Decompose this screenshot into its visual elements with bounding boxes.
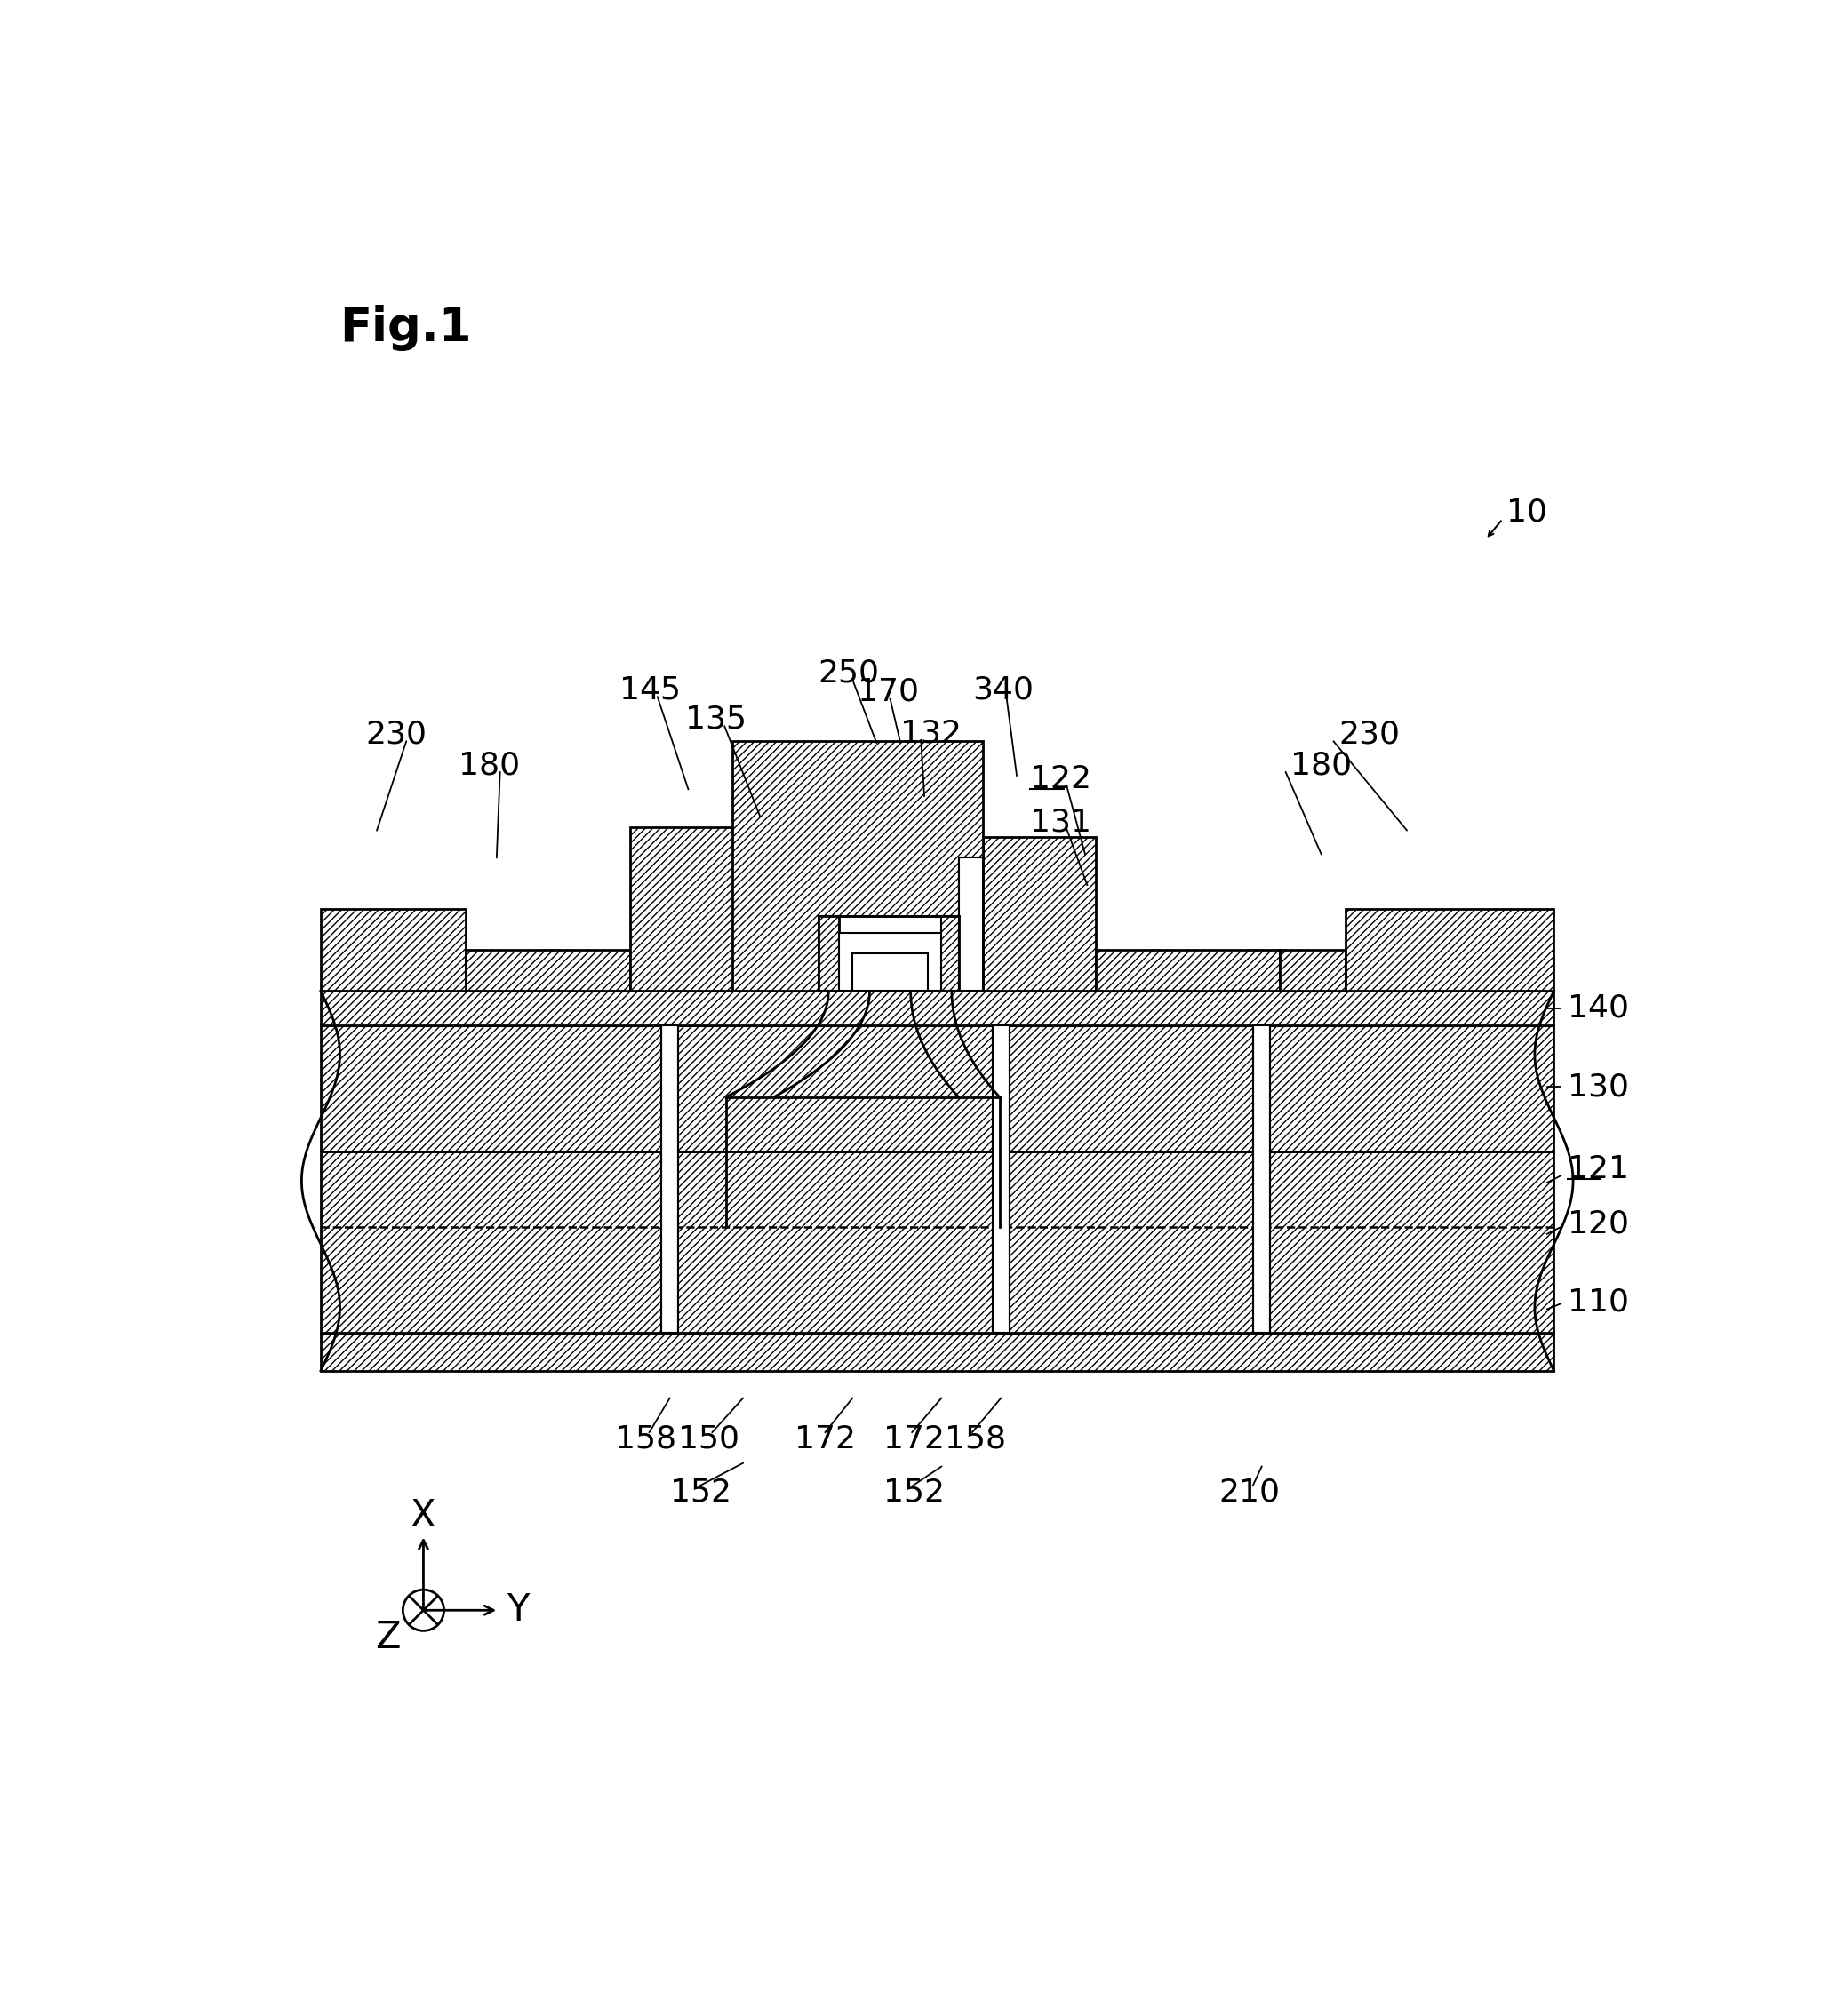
Text: Y: Y <box>507 1591 529 1629</box>
Bar <box>466 950 631 992</box>
Text: 152: 152 <box>883 1478 944 1508</box>
Text: 172: 172 <box>794 1423 856 1454</box>
Bar <box>1253 1026 1269 1333</box>
Bar <box>320 909 466 992</box>
Text: 131: 131 <box>1030 806 1092 837</box>
Bar <box>818 915 840 992</box>
Bar <box>320 1151 1555 1333</box>
Bar <box>660 1026 679 1333</box>
Text: 150: 150 <box>679 1423 739 1454</box>
Bar <box>818 915 958 992</box>
Bar <box>631 827 821 992</box>
Text: 130: 130 <box>1567 1073 1630 1103</box>
Text: 210: 210 <box>1218 1478 1280 1508</box>
Text: 10: 10 <box>1505 498 1547 528</box>
Text: 110: 110 <box>1567 1288 1630 1316</box>
Bar <box>840 933 942 992</box>
Text: 121: 121 <box>1567 1153 1630 1183</box>
Text: Z: Z <box>375 1619 401 1657</box>
Bar <box>320 1026 1555 1151</box>
Text: 230: 230 <box>366 720 426 750</box>
Text: 120: 120 <box>1567 1208 1630 1238</box>
Text: 170: 170 <box>858 677 918 708</box>
Bar <box>942 915 958 992</box>
Bar <box>320 992 1555 1026</box>
Bar <box>733 742 982 992</box>
Text: 230: 230 <box>1339 720 1399 750</box>
Text: 250: 250 <box>818 657 880 687</box>
Text: 180: 180 <box>459 750 521 780</box>
Text: 145: 145 <box>620 675 680 706</box>
Text: 340: 340 <box>973 675 1033 706</box>
Text: 135: 135 <box>684 704 746 734</box>
Bar <box>958 857 982 992</box>
Text: 158: 158 <box>946 1423 1006 1454</box>
Text: 180: 180 <box>1291 750 1352 780</box>
Bar <box>1280 950 1344 992</box>
Text: 158: 158 <box>615 1423 677 1454</box>
Text: 172: 172 <box>883 1423 944 1454</box>
Bar <box>818 915 840 992</box>
Bar <box>993 1026 1010 1333</box>
Bar <box>1344 909 1555 992</box>
Text: 132: 132 <box>900 718 962 748</box>
Bar <box>320 1333 1555 1371</box>
Bar <box>1096 950 1280 992</box>
Text: 152: 152 <box>669 1478 732 1508</box>
Bar <box>942 915 958 992</box>
Bar <box>982 837 1096 992</box>
Text: Fig.1: Fig.1 <box>338 304 472 351</box>
Text: 122: 122 <box>1030 764 1092 794</box>
Bar <box>958 857 982 992</box>
Text: X: X <box>412 1498 435 1534</box>
Text: 140: 140 <box>1567 994 1630 1024</box>
Bar <box>852 954 927 992</box>
